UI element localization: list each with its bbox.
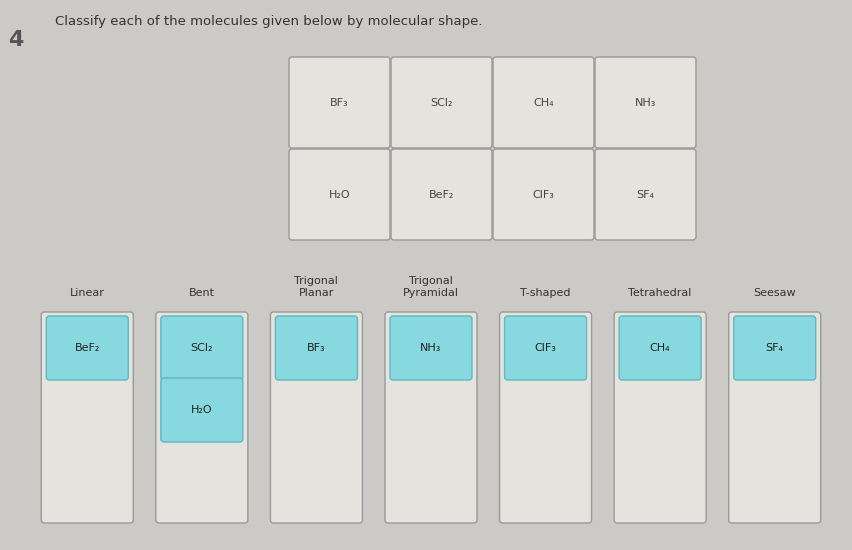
FancyBboxPatch shape (614, 312, 706, 523)
FancyBboxPatch shape (161, 316, 243, 380)
Text: BF₃: BF₃ (331, 97, 348, 107)
Text: SCl₂: SCl₂ (191, 343, 213, 353)
FancyBboxPatch shape (289, 57, 390, 148)
Text: CH₄: CH₄ (650, 343, 671, 353)
FancyBboxPatch shape (391, 149, 492, 240)
Text: ClF₃: ClF₃ (532, 190, 555, 200)
Text: NH₃: NH₃ (420, 343, 441, 353)
FancyBboxPatch shape (595, 57, 696, 148)
Text: Tetrahedral: Tetrahedral (629, 288, 692, 298)
FancyBboxPatch shape (499, 312, 591, 523)
Text: BF₃: BF₃ (307, 343, 325, 353)
FancyBboxPatch shape (156, 312, 248, 523)
Text: SF₄: SF₄ (766, 343, 784, 353)
Text: BeF₂: BeF₂ (429, 190, 454, 200)
FancyBboxPatch shape (46, 316, 129, 380)
FancyBboxPatch shape (728, 312, 820, 523)
FancyBboxPatch shape (493, 149, 594, 240)
FancyBboxPatch shape (595, 149, 696, 240)
Text: Pyramidal: Pyramidal (403, 288, 459, 298)
FancyBboxPatch shape (289, 149, 390, 240)
Text: 4: 4 (8, 30, 23, 50)
FancyBboxPatch shape (391, 57, 492, 148)
Text: H₂O: H₂O (191, 405, 213, 415)
FancyBboxPatch shape (504, 316, 586, 380)
Text: SF₄: SF₄ (636, 190, 654, 200)
FancyBboxPatch shape (390, 316, 472, 380)
Text: Planar: Planar (299, 288, 334, 298)
Text: BeF₂: BeF₂ (75, 343, 100, 353)
FancyBboxPatch shape (41, 312, 133, 523)
Text: NH₃: NH₃ (635, 97, 656, 107)
FancyBboxPatch shape (493, 57, 594, 148)
FancyBboxPatch shape (270, 312, 362, 523)
FancyBboxPatch shape (734, 316, 815, 380)
Text: Trigonal: Trigonal (295, 276, 338, 286)
Text: T-shaped: T-shaped (521, 288, 571, 298)
Text: Linear: Linear (70, 288, 105, 298)
FancyBboxPatch shape (385, 312, 477, 523)
Text: H₂O: H₂O (329, 190, 350, 200)
Text: Trigonal: Trigonal (409, 276, 453, 286)
Text: Bent: Bent (189, 288, 215, 298)
Text: CH₄: CH₄ (533, 97, 554, 107)
FancyBboxPatch shape (275, 316, 358, 380)
Text: Seesaw: Seesaw (753, 288, 796, 298)
FancyBboxPatch shape (161, 378, 243, 442)
Text: Classify each of the molecules given below by molecular shape.: Classify each of the molecules given bel… (55, 15, 482, 28)
Text: SCl₂: SCl₂ (430, 97, 452, 107)
FancyBboxPatch shape (619, 316, 701, 380)
Text: ClF₃: ClF₃ (535, 343, 556, 353)
